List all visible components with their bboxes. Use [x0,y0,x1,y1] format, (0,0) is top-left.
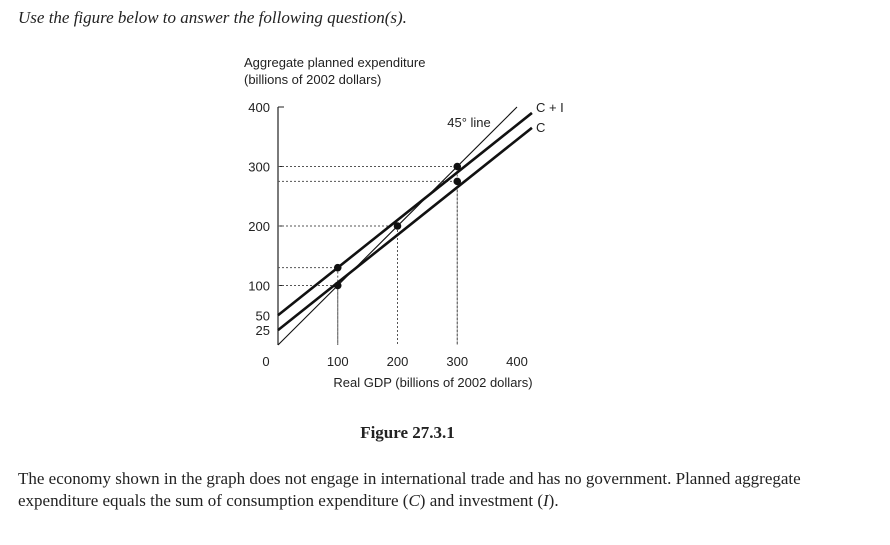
y-axis-label-line1: Aggregate planned expenditure [244,55,425,70]
data-point [333,281,342,290]
data-point [453,162,462,171]
c-line [277,126,533,332]
series-label-45-line: 45° line [447,115,491,130]
y-tick-label: 50 [256,308,270,323]
y-tick-label: 25 [256,323,270,338]
y-tick-label: 200 [248,219,270,234]
origin-label: 0 [262,354,269,369]
x-tick-label: 400 [506,354,528,369]
data-point [333,263,342,272]
instruction-text: Use the figure below to answer the follo… [18,8,407,27]
paragraph-part3: ). [548,491,559,510]
question-paragraph: The economy shown in the graph does not … [18,468,818,512]
y-tick-label: 400 [248,100,270,115]
y-tick-label: 100 [248,279,270,294]
c-plus-i-line [277,111,533,317]
data-point [453,177,462,186]
figure-caption: Figure 27.3.1 [360,423,455,442]
y-tick-label: 300 [248,160,270,175]
series-label-c: C [536,120,545,135]
x-tick-label: 100 [327,354,349,369]
x-axis-label: Real GDP (billions of 2002 dollars) [333,375,532,390]
data-point [393,222,402,230]
i-symbol: I [543,491,549,510]
x-tick-label: 200 [387,354,409,369]
c-symbol: C [408,491,420,510]
x-tick-label: 300 [446,354,468,369]
series-label-c-plus-i: C + I [536,100,564,115]
y-axis-label-line2: (billions of 2002 dollars) [244,72,381,87]
paragraph-part1: The economy shown in the graph does not … [18,469,801,510]
aggregate-expenditure-chart: Aggregate planned expenditure (billions … [244,55,564,390]
paragraph-part2: ) and investment ( [419,491,543,510]
